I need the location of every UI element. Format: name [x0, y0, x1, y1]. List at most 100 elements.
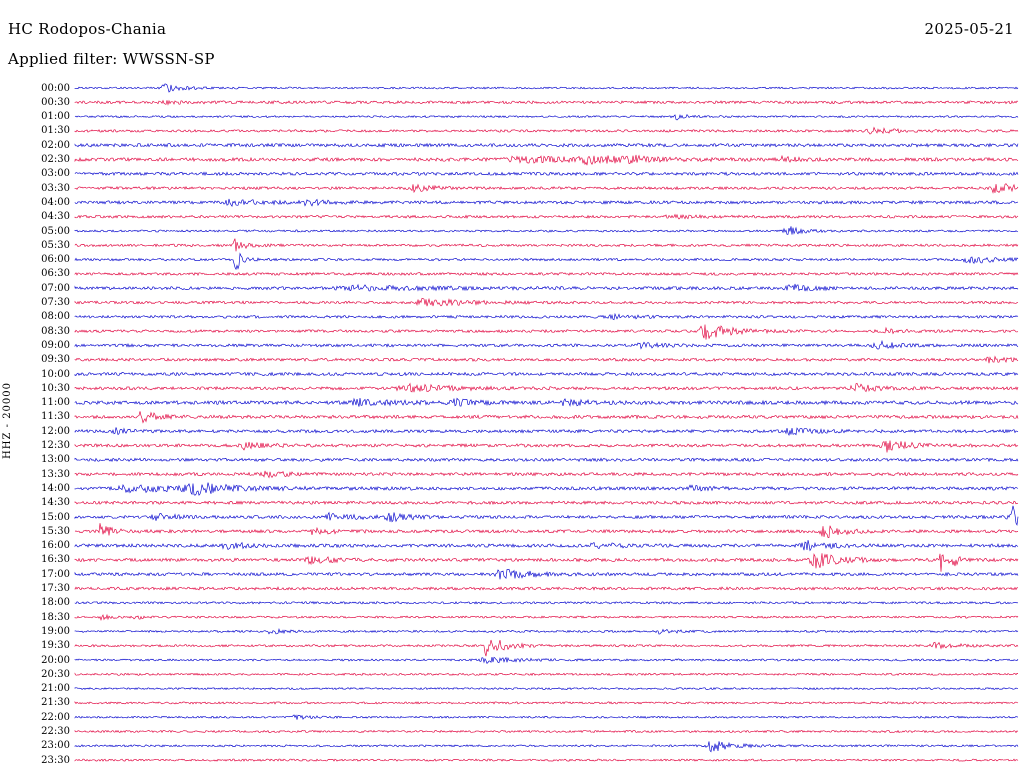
- time-label: 14:30: [41, 497, 70, 509]
- time-label: 02:30: [41, 154, 70, 165]
- trace-row-23:00: [74, 741, 1019, 753]
- trace-row-04:30: [74, 213, 1019, 220]
- time-label: 01:30: [41, 125, 70, 137]
- time-label: 20:30: [41, 668, 70, 680]
- trace-row-10:30: [74, 382, 1019, 393]
- trace-row-21:00: [74, 687, 1018, 691]
- trace-row-07:00: [74, 283, 1019, 292]
- time-label: 11:00: [41, 397, 70, 409]
- time-label: 14:00: [41, 482, 70, 494]
- time-label: 10:00: [41, 368, 70, 380]
- time-label: 03:30: [41, 182, 70, 194]
- time-label: 07:30: [41, 297, 70, 308]
- time-label: 09:30: [41, 354, 70, 366]
- trace-row-08:00: [74, 312, 1019, 321]
- trace-row-16:30: [74, 553, 1019, 572]
- trace-row-01:00: [74, 113, 1019, 121]
- time-label: 19:30: [41, 640, 70, 652]
- time-label: 22:00: [41, 711, 70, 723]
- trace-row-02:30: [74, 154, 1019, 166]
- trace-row-22:30: [74, 729, 1019, 734]
- trace-row-18:00: [74, 601, 1019, 605]
- trace-row-05:30: [74, 238, 1019, 252]
- trace-row-00:30: [74, 99, 1019, 106]
- time-label: 12:30: [41, 440, 70, 451]
- trace-row-17:30: [74, 586, 1019, 591]
- time-label: 21:00: [41, 683, 70, 695]
- trace-row-06:30: [74, 271, 1019, 277]
- trace-row-15:30: [74, 523, 1019, 538]
- time-label: 00:00: [41, 82, 70, 94]
- trace-row-09:30: [74, 355, 1019, 364]
- trace-row-13:00: [74, 457, 1019, 463]
- trace-row-06:00: [74, 252, 1019, 271]
- time-label: 19:00: [41, 625, 70, 637]
- time-label: 13:30: [41, 468, 70, 480]
- time-label: 04:30: [41, 211, 70, 223]
- time-label: 00:30: [41, 96, 70, 108]
- time-label: 21:30: [41, 697, 70, 709]
- time-label: 07:00: [41, 282, 70, 294]
- trace-row-03:30: [74, 183, 1019, 194]
- time-label: 12:00: [41, 425, 70, 437]
- time-label: 16:30: [41, 554, 70, 566]
- trace-row-14:30: [74, 500, 1019, 506]
- trace-row-08:30: [74, 324, 1019, 340]
- trace-row-13:30: [74, 470, 1019, 479]
- filter-label: Applied filter: WWSSN-SP: [8, 50, 215, 68]
- trace-row-20:30: [74, 672, 1019, 676]
- trace-row-04:00: [74, 198, 1019, 208]
- trace-row-23:30: [74, 758, 1019, 762]
- trace-row-19:30: [74, 639, 1019, 657]
- trace-row-19:00: [74, 627, 1019, 635]
- trace-row-18:30: [74, 613, 1019, 621]
- time-label: 09:00: [41, 339, 70, 351]
- trace-row-01:30: [74, 126, 1019, 135]
- time-label: 04:00: [41, 196, 70, 208]
- trace-row-16:00: [74, 540, 1019, 552]
- trace-row-22:00: [74, 714, 1019, 720]
- trace-row-11:30: [74, 411, 1019, 424]
- station-title: HC Rodopos-Chania: [8, 20, 167, 38]
- time-label: 20:00: [41, 654, 70, 666]
- time-label: 01:00: [41, 111, 70, 123]
- trace-row-15:00: [74, 505, 1019, 526]
- time-label: 18:00: [41, 597, 70, 609]
- trace-row-17:00: [74, 568, 1019, 580]
- trace-row-05:00: [74, 226, 1019, 235]
- trace-row-02:00: [74, 142, 1019, 148]
- time-label: 22:30: [41, 726, 70, 737]
- time-label: 05:00: [41, 225, 70, 237]
- time-label: 11:30: [41, 411, 70, 423]
- time-label: 08:00: [41, 311, 70, 323]
- time-label: 08:30: [41, 325, 70, 337]
- trace-row-14:00: [74, 482, 1019, 496]
- time-label: 03:00: [41, 168, 70, 180]
- date-label: 2025-05-21: [924, 20, 1014, 38]
- time-label: 17:30: [41, 583, 70, 594]
- trace-row-00:00: [74, 83, 1019, 93]
- time-label: 23:30: [41, 754, 70, 766]
- trace-row-11:00: [74, 397, 1019, 407]
- time-label: 18:30: [41, 611, 70, 623]
- trace-row-12:30: [74, 440, 1019, 453]
- trace-row-03:00: [74, 171, 1019, 177]
- trace-row-07:30: [74, 297, 1019, 307]
- trace-row-10:00: [74, 371, 1019, 377]
- time-label: 06:30: [41, 268, 70, 280]
- time-label: 15:00: [41, 511, 70, 523]
- trace-row-20:00: [74, 656, 1019, 664]
- time-label: 13:00: [41, 454, 70, 466]
- time-label: 06:00: [41, 254, 70, 266]
- trace-row-21:30: [74, 701, 1019, 705]
- time-label: 16:00: [41, 540, 70, 552]
- time-label: 23:00: [41, 740, 70, 752]
- time-label: 05:30: [41, 239, 70, 251]
- time-label: 02:00: [41, 139, 70, 151]
- trace-row-12:00: [74, 427, 1019, 436]
- time-label: 10:30: [41, 382, 70, 394]
- time-label: 17:00: [41, 568, 70, 580]
- trace-row-09:00: [74, 339, 1019, 350]
- time-label: 15:30: [41, 525, 70, 537]
